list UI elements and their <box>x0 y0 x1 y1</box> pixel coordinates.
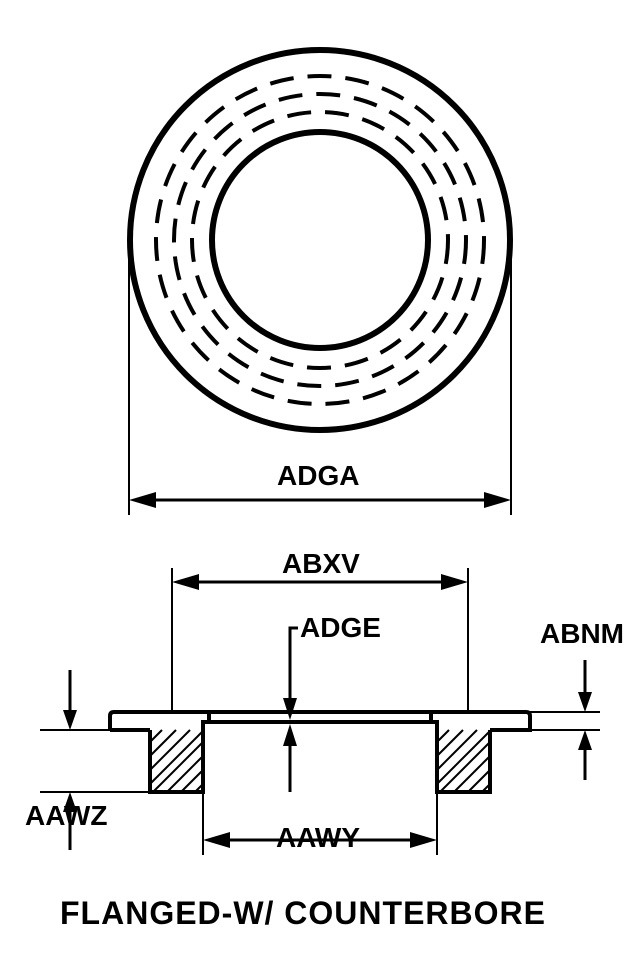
abxv-arrow-right <box>441 574 468 590</box>
label-aawz: AAWZ <box>25 800 107 832</box>
label-adga: ADGA <box>277 460 359 492</box>
label-adge: ADGE <box>300 612 381 644</box>
label-abxv: ABXV <box>282 548 360 580</box>
hidden-circle-1 <box>156 76 484 404</box>
abxv-arrow-left <box>172 574 199 590</box>
outer-flange-circle <box>130 50 510 430</box>
label-abnm: ABNM <box>540 618 624 650</box>
adga-arrow-right <box>484 492 511 508</box>
hidden-circle-3 <box>192 112 448 368</box>
diagram-title: FLANGED-W/ COUNTERBORE <box>60 895 546 932</box>
hidden-circle-2 <box>174 94 466 386</box>
top-view <box>120 40 520 440</box>
adga-arrow-left <box>129 492 156 508</box>
diagram-canvas: ADGA ABXV ADGE ABNM AAWZ AAWY FLANGED-W/… <box>0 0 640 980</box>
adge-hook <box>290 628 298 635</box>
bore-circle <box>212 132 428 348</box>
section-view <box>40 640 640 900</box>
label-aawy: AAWY <box>276 822 360 854</box>
